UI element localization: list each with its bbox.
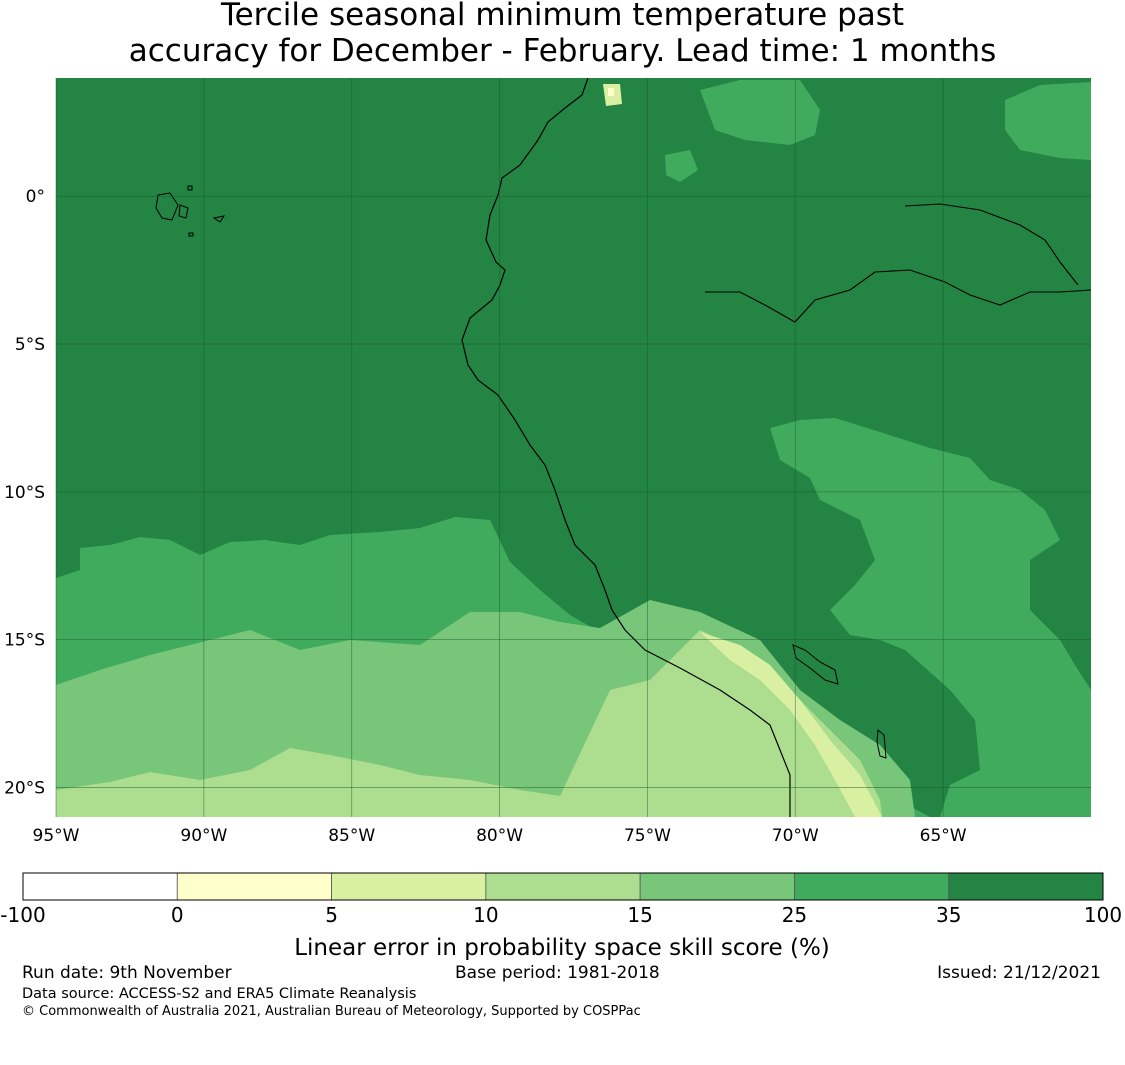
field-band-25-35-northeast xyxy=(1005,82,1091,160)
run-date: Run date: 9th November xyxy=(22,963,232,983)
colorbar-tick-label: 35 xyxy=(936,903,961,927)
map-title-line-2: accuracy for December - February. Lead t… xyxy=(128,33,997,69)
lon-tick-label: 90°W xyxy=(180,826,227,846)
issued-date: Issued: 21/12/2021 xyxy=(937,963,1101,983)
lat-tick-label: 15°S xyxy=(4,631,45,651)
graticule xyxy=(55,78,1091,817)
colorbar xyxy=(22,872,1104,901)
coastline xyxy=(461,78,791,817)
lon-tick-label: 85°W xyxy=(328,826,375,846)
colorbar-tick-label: 0 xyxy=(171,903,184,927)
field-band-25-35-patch xyxy=(665,150,698,182)
base-period: Base period: 1981-2018 xyxy=(455,963,660,983)
river-negro xyxy=(904,203,1079,286)
colorbar-tick-labels: -100 0 5 10 15 25 35 100 xyxy=(0,903,1122,927)
river-amazon xyxy=(705,269,1091,323)
copyright: © Commonwealth of Australia 2021, Austra… xyxy=(22,1004,641,1019)
lat-tick-label: 0° xyxy=(26,187,45,207)
colorbar-segment xyxy=(794,872,950,901)
lat-tick-label: 10°S xyxy=(4,483,45,503)
colorbar-tick-label: 25 xyxy=(782,903,807,927)
colorbar-tick-label: 15 xyxy=(627,903,652,927)
field-band-25-35-north xyxy=(700,80,820,145)
data-source: Data source: ACCESS-S2 and ERA5 Climate … xyxy=(22,986,417,1002)
colorbar-tick-label: 5 xyxy=(325,903,338,927)
colorbar-segment xyxy=(639,872,795,901)
field-band-25-35-east xyxy=(770,418,1091,817)
map-title-line-1: Tercile seasonal minimum temperature pas… xyxy=(220,0,905,33)
colorbar-frame xyxy=(22,872,1104,901)
colorbar-label: Linear error in probability space skill … xyxy=(294,935,830,961)
colorbar-segment xyxy=(331,872,487,901)
colorbar-tick-label: 100 xyxy=(1084,903,1122,927)
lon-tick-label: 65°W xyxy=(920,826,967,846)
field-band-10-15-patch xyxy=(655,720,735,790)
field-band-0-5 xyxy=(608,88,614,96)
lat-axis-labels: 0° 5°S 10°S 15°S 20°S xyxy=(4,187,45,798)
lon-tick-label: 70°W xyxy=(772,826,819,846)
colorbar-segment xyxy=(485,872,641,901)
skill-field xyxy=(56,78,1091,817)
lon-tick-label: 75°W xyxy=(624,826,671,846)
colorbar-segment xyxy=(22,872,178,901)
colorbar-tick-label: 10 xyxy=(473,903,498,927)
galapagos-islands xyxy=(155,185,226,237)
colorbar-segment xyxy=(948,872,1104,901)
lon-tick-label: 95°W xyxy=(33,826,80,846)
colorbar-segment xyxy=(176,872,332,901)
lat-tick-label: 20°S xyxy=(4,778,45,798)
colorbar-tick-label: -100 xyxy=(0,903,45,927)
field-band-5-10 xyxy=(700,632,882,817)
lon-axis-labels: 95°W 90°W 85°W 80°W 75°W 70°W 65°W xyxy=(33,826,967,846)
lat-tick-label: 5°S xyxy=(15,335,45,355)
lake-poopo xyxy=(876,729,887,759)
lon-tick-label: 80°W xyxy=(476,826,523,846)
lake-titicaca xyxy=(792,644,839,685)
